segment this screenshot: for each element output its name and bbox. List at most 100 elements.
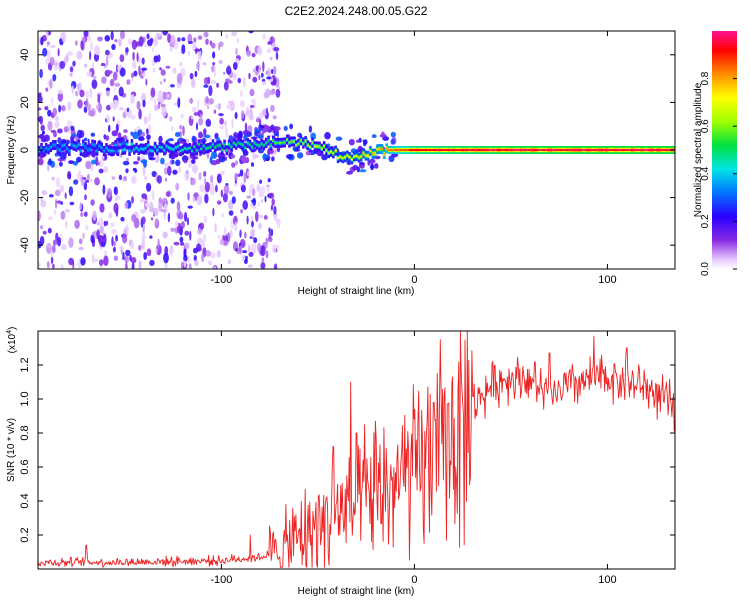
noise-blob <box>113 255 119 261</box>
noise-blob <box>144 202 149 208</box>
ridge-core <box>130 143 134 146</box>
noise-blob <box>249 186 251 198</box>
ridge-halo-blob <box>374 163 379 169</box>
noise-blob <box>167 212 171 223</box>
noise-blob <box>244 231 247 239</box>
noise-blob <box>98 259 104 266</box>
ridge-core <box>42 150 46 152</box>
noise-blob <box>227 259 231 265</box>
noise-blob <box>240 209 243 214</box>
ridge-halo-blob <box>270 124 275 131</box>
noise-blob <box>138 65 141 76</box>
ridge-core <box>397 149 400 151</box>
noise-blob <box>103 166 109 174</box>
noise-blob <box>114 197 118 202</box>
ridge-core <box>580 149 583 151</box>
noise-blob <box>265 250 269 259</box>
ridge-halo-blob <box>228 135 234 141</box>
noise-blob <box>271 198 275 206</box>
noise-blob <box>40 124 45 132</box>
noise-blob <box>149 235 153 239</box>
ridge-core <box>434 149 437 151</box>
ridge-core <box>339 155 342 158</box>
noise-blob <box>113 240 116 247</box>
ridge-core <box>661 149 664 151</box>
noise-blob <box>108 212 113 219</box>
ridge-halo-blob <box>204 134 211 139</box>
noise-blob <box>253 154 260 158</box>
noise-blob <box>269 89 276 96</box>
ridge-halo-blob <box>286 154 293 159</box>
noise-blob <box>213 109 217 114</box>
noise-blob <box>68 237 74 248</box>
noise-blob <box>47 163 50 172</box>
noise-blob <box>203 215 207 224</box>
noise-blob <box>46 261 50 269</box>
noise-blob <box>57 48 60 57</box>
noise-blob <box>84 194 87 201</box>
ridge-core <box>357 156 361 159</box>
noise-blob <box>172 67 177 74</box>
noise-blob <box>187 217 189 226</box>
noise-blob <box>231 196 236 204</box>
noise-blob <box>143 252 148 260</box>
noise-blob <box>210 79 217 85</box>
noise-blob <box>229 190 233 195</box>
noise-blob <box>131 196 134 204</box>
snr-xlabel: Height of straight line (km) <box>298 586 415 597</box>
noise-blob <box>161 106 167 118</box>
ridge-core <box>545 149 548 151</box>
ridge-halo-blob <box>308 125 313 133</box>
ridge-core <box>253 141 256 144</box>
ridge-core <box>121 149 124 151</box>
ridge-core <box>663 149 666 151</box>
noise-blob <box>239 229 242 238</box>
ridge-core <box>376 148 379 151</box>
ridge-core <box>429 149 432 151</box>
ridge-core <box>91 143 94 146</box>
ridge-core <box>281 141 284 144</box>
noise-blob <box>45 87 49 92</box>
noise-blob <box>187 41 194 44</box>
ridge-halo-blob <box>178 140 186 144</box>
noise-blob <box>84 63 88 68</box>
ridge-core <box>406 149 409 151</box>
ridge-core <box>327 152 330 154</box>
ridge-halo-blob <box>43 134 50 142</box>
noise-blob <box>61 31 67 43</box>
noise-blob <box>260 262 266 269</box>
ridge-core <box>89 148 92 151</box>
noise-blob <box>131 214 137 223</box>
noise-blob <box>204 181 210 193</box>
ridge-core <box>44 147 48 149</box>
noise-blob <box>100 62 106 67</box>
noise-blob <box>39 68 43 79</box>
noise-blob <box>76 83 81 91</box>
noise-blob <box>125 47 129 54</box>
noise-blob <box>52 74 57 82</box>
ridge-core <box>573 149 576 151</box>
noise-blob <box>96 229 100 240</box>
ridge-core <box>492 149 495 151</box>
noise-blob <box>248 31 254 34</box>
ridge-core <box>587 149 590 151</box>
noise-blob <box>262 33 267 40</box>
ridge-core <box>112 150 115 152</box>
noise-blob <box>178 166 182 174</box>
noise-blob <box>122 233 128 244</box>
ridge-core <box>633 149 636 151</box>
noise-blob <box>271 156 275 162</box>
ridge-core <box>480 149 483 151</box>
ridge-core <box>265 142 268 144</box>
noise-blob <box>213 67 217 77</box>
noise-blob <box>224 120 227 127</box>
noise-blob <box>244 122 248 132</box>
ridge-core <box>614 149 618 151</box>
ridge-core <box>126 143 129 146</box>
noise-blob <box>273 66 277 75</box>
ridge-core <box>341 157 344 160</box>
noise-blob <box>197 49 202 61</box>
noise-blob <box>162 31 169 36</box>
y-tick-label: 1.2 <box>19 357 31 372</box>
ridge-core <box>387 149 391 151</box>
